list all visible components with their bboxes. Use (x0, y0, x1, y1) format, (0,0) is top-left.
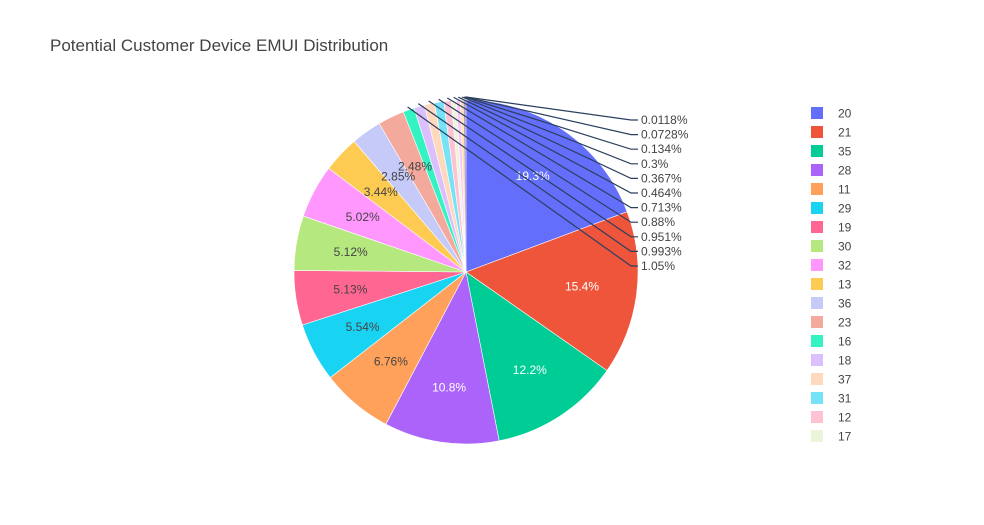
slice-percent-label: 2.48% (398, 160, 432, 174)
pie-slice-28[interactable] (385, 271, 500, 445)
slice-percent-label-outside: 0.951% (641, 230, 682, 244)
slice-percent-label: 5.02% (346, 210, 380, 224)
pie-slice-21[interactable] (465, 211, 639, 371)
legend-label: 37 (838, 373, 852, 387)
legend-swatch (811, 221, 823, 233)
slice-percent-label-outside: 0.88% (641, 215, 675, 229)
legend-item-13[interactable]: 13 (811, 278, 852, 292)
legend-item-18[interactable]: 18 (811, 354, 852, 368)
label-connector-line (458, 96, 638, 179)
legend-item-21[interactable]: 21 (811, 126, 852, 140)
legend-swatch (811, 373, 823, 385)
legend-item-16[interactable]: 16 (811, 335, 852, 349)
slice-percent-label: 15.4% (565, 280, 599, 294)
label-connector-line (461, 96, 638, 165)
pie-slice-extra-21[interactable] (465, 99, 466, 272)
legend-swatch (811, 297, 823, 309)
legend-swatch (811, 202, 823, 214)
legend-swatch (811, 240, 823, 252)
legend-swatch (811, 335, 823, 347)
legend-label: 36 (838, 297, 852, 311)
slice-percent-label-outside: 1.05% (641, 259, 675, 273)
legend-label: 35 (838, 145, 852, 159)
label-connector-line (417, 103, 638, 252)
legend-swatch (811, 354, 823, 366)
legend-label: 16 (838, 335, 852, 349)
legend-swatch (811, 183, 823, 195)
label-connector-line (428, 100, 638, 238)
legend-item-11[interactable]: 11 (811, 183, 851, 197)
legend-item-35[interactable]: 35 (811, 145, 852, 159)
legend-label: 12 (838, 411, 852, 425)
legend-swatch (811, 107, 823, 119)
label-connector-line (446, 97, 638, 209)
legend-item-23[interactable]: 23 (811, 316, 852, 330)
pie-slice-extra-20[interactable] (463, 100, 466, 272)
slice-percent-label-outside: 0.0118% (641, 113, 688, 127)
slice-percent-label: 12.2% (513, 363, 547, 377)
legend-label: 20 (838, 107, 852, 121)
legend-label: 28 (838, 164, 852, 178)
pie-slice-35[interactable] (465, 271, 608, 442)
legend-swatch (811, 145, 823, 157)
legend-item-17[interactable]: 17 (811, 430, 852, 444)
chart-title: Potential Customer Device EMUI Distribut… (50, 36, 388, 55)
legend-label: 30 (838, 240, 852, 254)
legend-item-20[interactable]: 20 (811, 107, 852, 121)
legend-label: 11 (838, 183, 851, 197)
legend-label: 17 (838, 430, 852, 444)
label-connector-line (465, 96, 638, 136)
slice-percent-label: 5.54% (346, 320, 380, 334)
slice-percent-label-outside: 0.134% (641, 142, 682, 156)
legend-item-28[interactable]: 28 (811, 164, 852, 178)
slice-percent-label-outside: 0.0728% (641, 128, 689, 142)
legend-swatch (811, 278, 823, 290)
slice-percent-label-outside: 0.3% (641, 157, 669, 171)
slice-labels: 19.3% 15.4% 12.2% 10.8% 6.76% 5.54% 5.13% 5.12%… (333, 96, 689, 395)
legend-label: 19 (838, 221, 852, 235)
legend-item-30[interactable]: 30 (811, 240, 852, 254)
legend-swatch (811, 430, 823, 442)
label-connector-line (465, 96, 638, 121)
slice-percent-label: 5.13% (333, 283, 367, 297)
label-connector-line (407, 106, 638, 267)
slice-percent-label: 10.8% (432, 381, 466, 395)
slice-percent-label-outside: 0.993% (641, 244, 682, 258)
pie-slices (293, 99, 639, 445)
legend-swatch (811, 126, 823, 138)
legend-item-31[interactable]: 31 (811, 392, 852, 406)
slice-percent-label: 2.85% (381, 170, 415, 184)
legend-swatch (811, 316, 823, 328)
legend-label: 13 (838, 278, 852, 292)
slice-percent-label: 6.76% (374, 355, 408, 369)
legend-label: 29 (838, 202, 852, 216)
legend-item-32[interactable]: 32 (811, 259, 852, 273)
slice-percent-label: 19.3% (516, 169, 550, 183)
legend-label: 23 (838, 316, 852, 330)
slice-percent-label-outside: 0.713% (641, 201, 682, 215)
label-connector-line (453, 96, 638, 194)
legend-item-36[interactable]: 36 (811, 297, 852, 311)
legend-label: 31 (838, 392, 852, 406)
legend-item-12[interactable]: 12 (811, 411, 852, 425)
legend-swatch (811, 411, 823, 423)
label-connector-line (464, 96, 638, 150)
legend-swatch (811, 259, 823, 271)
legend: 20 21 35 28 11 29 19 30 32 13 36 23 16 18 37 31 12 17 (811, 107, 852, 444)
legend-swatch (811, 164, 823, 176)
legend-label: 21 (838, 126, 852, 140)
legend-swatch (811, 392, 823, 404)
slice-percent-label: 5.12% (334, 245, 368, 259)
legend-label: 32 (838, 259, 852, 273)
legend-item-29[interactable]: 29 (811, 202, 852, 216)
legend-item-37[interactable]: 37 (811, 373, 852, 387)
legend-item-19[interactable]: 19 (811, 221, 852, 235)
slice-percent-label-outside: 0.464% (641, 186, 682, 200)
label-connector-line (438, 98, 638, 223)
legend-label: 18 (838, 354, 852, 368)
slice-percent-label: 3.44% (364, 185, 398, 199)
slice-percent-label-outside: 0.367% (641, 171, 682, 185)
